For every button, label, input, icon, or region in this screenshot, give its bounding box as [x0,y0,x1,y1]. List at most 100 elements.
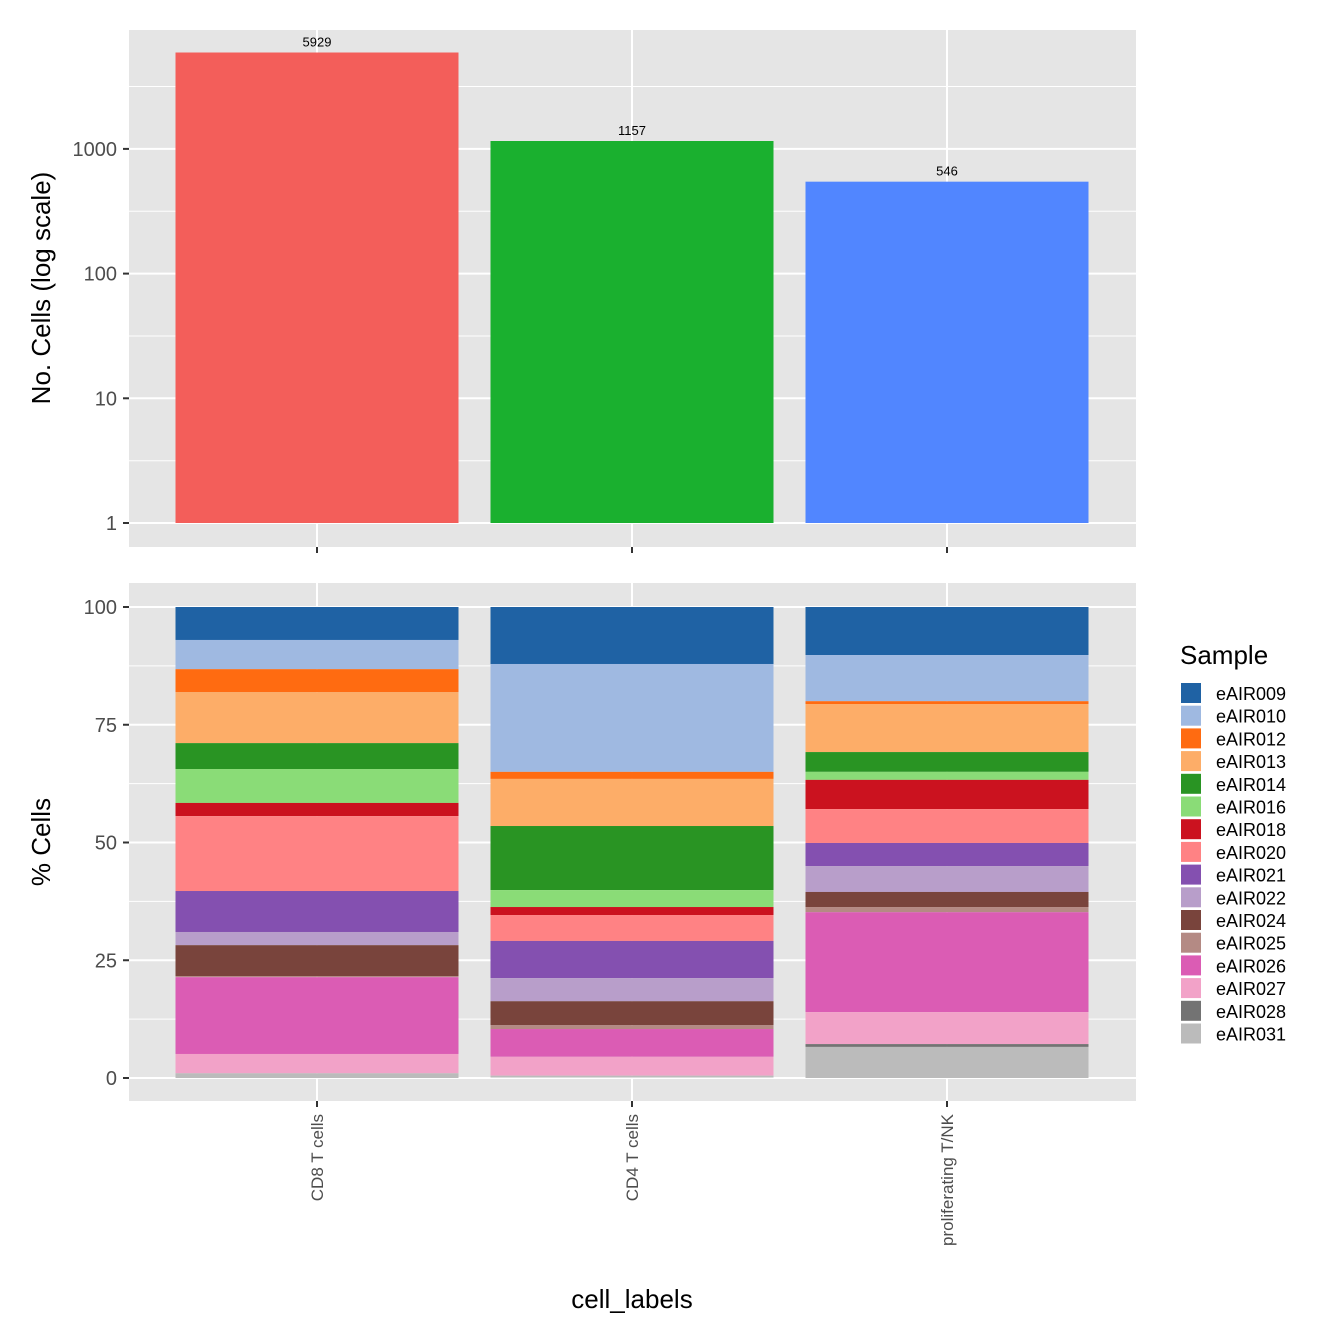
legend-swatch-eAIR010 [1181,705,1201,726]
stacked-segment-eAIR026 [175,977,459,1054]
stacked-segment-eAIR020 [805,809,1089,843]
stacked-segment-eAIR016 [175,769,459,803]
stacked-segment-eAIR020 [490,915,774,941]
legend-swatch-eAIR022 [1181,887,1201,908]
stacked-segment-eAIR021 [490,940,774,979]
stacked-segment-eAIR025 [175,976,459,978]
stacked-segment-eAIR025 [490,1025,774,1030]
legend-swatch-eAIR012 [1181,728,1201,749]
y-tick-label: 50 [95,833,117,855]
y-tick-label: 1000 [73,139,118,161]
stacked-segment-eAIR022 [805,866,1089,892]
stacked-segment-eAIR009 [805,607,1089,656]
stacked-segment-eAIR024 [175,945,459,977]
legend-swatch-eAIR031 [1181,1023,1201,1044]
stacked-segment-eAIR012 [175,669,459,693]
stacked-segment-eAIR027 [805,1012,1089,1045]
legend-swatch-eAIR028 [1181,1000,1201,1021]
stacked-segment-eAIR013 [805,704,1089,753]
stacked-segment-eAIR027 [175,1053,459,1074]
legend-label: eAIR022 [1216,888,1286,908]
legend-swatch-eAIR013 [1181,751,1201,772]
count-bar [805,181,1089,524]
stacked-segment-eAIR026 [805,912,1089,1013]
legend-swatch-eAIR025 [1181,932,1201,953]
legend-label: eAIR021 [1216,866,1286,886]
stacked-segment-eAIR013 [175,692,459,744]
stacked-segment-eAIR024 [490,1001,774,1026]
stacked-segment-eAIR013 [490,778,774,827]
stacked-segment-eAIR026 [490,1029,774,1057]
top-y-axis-title: No. Cells (log scale) [26,172,56,405]
stacked-segment-eAIR018 [490,907,774,916]
stacked-segment-eAIR028 [805,1044,1089,1047]
stacked-segment-eAIR025 [805,907,1089,913]
legend-label: eAIR009 [1216,684,1286,704]
stacked-segment-eAIR021 [175,891,459,932]
legend-swatch-eAIR014 [1181,773,1201,794]
legend-label: eAIR025 [1216,934,1286,954]
legend-swatch-eAIR021 [1181,864,1201,885]
stacked-segment-eAIR021 [805,842,1089,867]
stacked-segment-eAIR027 [490,1056,774,1076]
bottom-y-axis-title: % Cells [26,798,56,886]
y-tick-label: 1 [106,513,117,535]
legend-swatch-eAIR024 [1181,910,1201,930]
legend-label: eAIR020 [1216,843,1286,863]
bar-data-label: 546 [936,164,958,179]
stacked-segment-eAIR014 [175,743,459,770]
legend-label: eAIR018 [1216,820,1286,840]
stacked-segment-eAIR022 [175,931,459,946]
stacked-segment-eAIR031 [490,1075,774,1078]
stacked-segment-eAIR009 [175,607,459,640]
legend-label: eAIR024 [1216,911,1286,931]
count-bar [175,52,459,523]
stacked-segment-eAIR010 [490,663,774,772]
y-tick-label: 100 [84,597,117,619]
legend-label: eAIR027 [1216,979,1286,999]
stacked-segment-eAIR016 [490,890,774,908]
stacked-segment-eAIR024 [805,891,1089,908]
legend-label: eAIR016 [1216,798,1286,818]
legend-label: eAIR031 [1216,1025,1286,1045]
stacked-segment-eAIR012 [490,771,774,779]
stacked-segment-eAIR014 [490,826,774,891]
legend-title: Sample [1180,640,1268,670]
x-tick-label: CD8 T cells [308,1114,327,1201]
y-tick-label: 75 [95,715,117,737]
x-tick-label: CD4 T cells [623,1114,642,1201]
y-tick-label: 25 [95,950,117,972]
legend-swatch-eAIR020 [1181,841,1201,862]
y-tick-label: 10 [95,388,117,410]
legend-label: eAIR010 [1216,707,1286,727]
stacked-segment-eAIR018 [175,802,459,817]
y-tick-label: 0 [106,1068,117,1090]
stacked-segment-eAIR012 [805,701,1089,705]
stacked-segment-eAIR010 [805,655,1089,702]
legend-label: eAIR013 [1216,752,1286,772]
legend-label: eAIR014 [1216,775,1286,795]
legend-label: eAIR026 [1216,956,1286,976]
legend-swatch-eAIR027 [1181,978,1201,999]
count-bar [490,141,774,524]
x-tick-label: proliferating T/NK [938,1113,957,1246]
stacked-segment-eAIR009 [490,607,774,664]
bar-data-label: 1157 [618,123,646,138]
stacked-segment-eAIR018 [805,779,1089,810]
stacked-segment-eAIR020 [175,816,459,892]
stacked-segment-eAIR031 [805,1046,1089,1078]
legend-swatch-eAIR018 [1181,819,1201,840]
y-tick-label: 100 [84,264,117,286]
stacked-segment-eAIR031 [175,1073,459,1078]
legend-label: eAIR028 [1216,1002,1286,1022]
stacked-segment-eAIR014 [805,752,1089,772]
x-axis-title: cell_labels [571,1284,692,1314]
stacked-segment-eAIR022 [490,978,774,1002]
legend-swatch-eAIR026 [1181,955,1201,976]
legend-label: eAIR012 [1216,729,1286,749]
stacked-segment-eAIR010 [175,639,459,670]
legend-swatch-eAIR009 [1181,683,1201,703]
bar-data-label: 5929 [303,35,332,50]
legend-swatch-eAIR016 [1181,796,1201,817]
